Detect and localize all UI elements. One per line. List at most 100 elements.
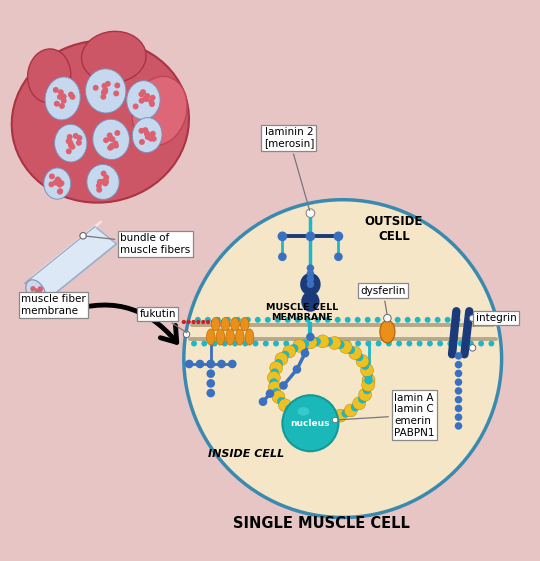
Circle shape (206, 360, 215, 368)
Circle shape (66, 148, 72, 154)
Circle shape (100, 94, 106, 100)
Circle shape (301, 349, 309, 357)
Ellipse shape (221, 318, 230, 331)
Circle shape (112, 140, 118, 146)
Circle shape (242, 341, 248, 347)
Circle shape (325, 341, 330, 347)
Circle shape (232, 341, 238, 347)
Text: muscle fiber
membrane: muscle fiber membrane (21, 294, 86, 315)
Circle shape (361, 364, 374, 377)
Circle shape (435, 317, 441, 323)
Circle shape (57, 188, 63, 194)
Circle shape (265, 317, 271, 323)
Circle shape (66, 138, 72, 144)
Circle shape (307, 280, 314, 288)
Circle shape (67, 139, 73, 145)
Circle shape (384, 317, 390, 323)
Polygon shape (26, 290, 41, 305)
Circle shape (144, 96, 150, 102)
Circle shape (191, 320, 195, 324)
Circle shape (245, 317, 251, 323)
Text: MUSCLE CELL
MEMBRANE: MUSCLE CELL MEMBRANE (266, 302, 339, 322)
Circle shape (282, 395, 339, 451)
Circle shape (73, 133, 79, 139)
Circle shape (278, 252, 287, 261)
Circle shape (149, 101, 155, 107)
Circle shape (151, 136, 157, 142)
Circle shape (195, 317, 201, 323)
Circle shape (279, 381, 288, 390)
Circle shape (228, 360, 237, 368)
Circle shape (407, 341, 413, 347)
Circle shape (415, 317, 421, 323)
Circle shape (32, 292, 37, 297)
Circle shape (375, 317, 381, 323)
Circle shape (386, 341, 392, 347)
Circle shape (146, 134, 152, 140)
Circle shape (100, 178, 106, 185)
Circle shape (144, 93, 150, 99)
Circle shape (267, 371, 280, 384)
Circle shape (469, 315, 476, 321)
Circle shape (150, 131, 156, 137)
Text: dysferlin: dysferlin (360, 286, 406, 314)
Circle shape (253, 341, 259, 347)
Circle shape (206, 389, 215, 397)
Circle shape (139, 139, 145, 145)
Circle shape (181, 320, 186, 324)
Circle shape (268, 381, 281, 394)
Circle shape (279, 399, 292, 412)
Circle shape (310, 412, 323, 425)
Circle shape (306, 232, 315, 241)
Circle shape (30, 286, 36, 292)
Circle shape (444, 317, 450, 323)
Polygon shape (25, 227, 117, 301)
Circle shape (341, 409, 350, 417)
Ellipse shape (231, 318, 239, 331)
Ellipse shape (380, 320, 395, 343)
Text: integrin: integrin (474, 313, 516, 327)
Circle shape (272, 388, 280, 397)
Circle shape (455, 387, 462, 395)
Text: INSIDE CELL: INSIDE CELL (208, 449, 284, 459)
Circle shape (102, 181, 108, 186)
Circle shape (58, 181, 64, 186)
Circle shape (298, 410, 311, 423)
Circle shape (58, 89, 64, 95)
Circle shape (283, 345, 296, 358)
Circle shape (437, 341, 443, 347)
Text: SINGLE MUSCLE CELL: SINGLE MUSCLE CELL (233, 517, 410, 531)
Circle shape (427, 341, 433, 347)
Circle shape (376, 341, 382, 347)
Circle shape (114, 130, 120, 136)
Circle shape (396, 341, 402, 347)
Circle shape (355, 341, 361, 347)
Circle shape (196, 320, 200, 324)
Circle shape (404, 317, 410, 323)
Circle shape (201, 341, 207, 347)
Circle shape (206, 360, 215, 368)
Circle shape (484, 317, 490, 323)
Circle shape (53, 87, 59, 93)
Circle shape (107, 145, 113, 151)
Text: fukutin: fukutin (140, 309, 187, 333)
Ellipse shape (216, 329, 225, 345)
Circle shape (455, 413, 462, 421)
Ellipse shape (226, 329, 234, 345)
Circle shape (364, 371, 373, 379)
Circle shape (266, 389, 274, 398)
Circle shape (109, 143, 115, 149)
Circle shape (107, 132, 113, 139)
Circle shape (316, 335, 329, 348)
Circle shape (60, 98, 66, 104)
Circle shape (138, 91, 144, 97)
Circle shape (53, 180, 59, 186)
Ellipse shape (298, 407, 309, 416)
Text: OUTSIDE
CELL: OUTSIDE CELL (364, 215, 423, 243)
Circle shape (475, 317, 481, 323)
Circle shape (211, 320, 215, 324)
Circle shape (272, 390, 285, 403)
Circle shape (345, 404, 357, 417)
Circle shape (140, 89, 146, 95)
Circle shape (108, 136, 114, 141)
